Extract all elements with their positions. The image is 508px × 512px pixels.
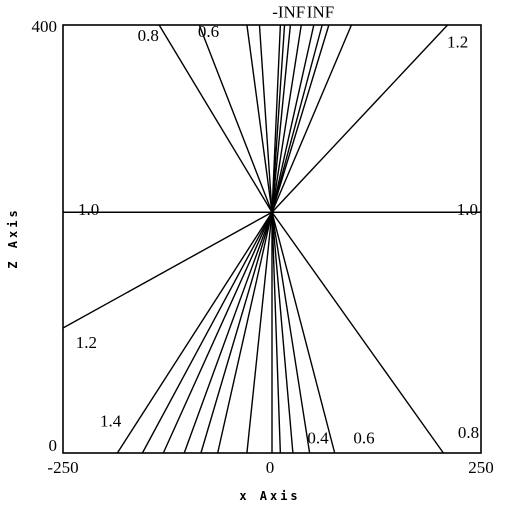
horizontal-line-right-label: 1.0 (457, 200, 478, 219)
lower-ray (271, 212, 336, 454)
ray-label: 0.4 (307, 428, 329, 447)
upper-ray (271, 24, 286, 213)
x-tick-zero: 0 (266, 458, 275, 477)
y-tick-min: 0 (49, 436, 58, 455)
x-tick-max: 250 (468, 458, 494, 477)
ray-label: 1.2 (76, 333, 97, 352)
x-tick-min: -250 (47, 458, 78, 477)
upper-ray (271, 24, 353, 213)
ray-label: 0.6 (353, 428, 374, 447)
upper-ray (198, 24, 273, 213)
ray-label: 0.8 (458, 423, 479, 442)
ray-label: 0.6 (198, 22, 219, 41)
upper-ray (271, 24, 330, 213)
annotation-group: -INF INF 0.8 0.6 1.2 1.2 1.4 0.4 0.6 0.8 (76, 3, 479, 448)
upper-ray (271, 24, 323, 213)
lower-ray (271, 212, 311, 454)
y-axis-title: Z Axis (6, 207, 20, 268)
upper-ray (258, 24, 273, 213)
ray-group (62, 24, 449, 454)
y-tick-max: 400 (32, 17, 58, 36)
lower-ray (116, 211, 273, 454)
ray-label: 1.2 (447, 32, 468, 51)
lower-ray (183, 212, 273, 454)
lower-ray (271, 212, 282, 454)
lower-ray (62, 211, 273, 329)
lower-ray (216, 212, 273, 454)
upper-ray (271, 24, 292, 213)
horizontal-line-left-label: 1.0 (78, 200, 99, 219)
lower-ray (200, 212, 273, 454)
upper-ray (271, 24, 315, 213)
ray-label: -INF (272, 3, 305, 22)
lower-ray (271, 211, 444, 454)
upper-ray (158, 24, 273, 213)
upper-ray (271, 24, 449, 213)
lower-ray (271, 212, 294, 454)
ray-label: INF (307, 3, 334, 22)
ray-label: 1.4 (100, 411, 122, 430)
lower-ray (162, 211, 273, 454)
x-axis-title: x Axis (239, 489, 300, 503)
upper-ray (271, 24, 302, 213)
lower-ray (246, 212, 273, 454)
lower-ray (141, 211, 273, 454)
upper-ray (246, 24, 273, 213)
ray-label: 0.8 (138, 26, 159, 45)
